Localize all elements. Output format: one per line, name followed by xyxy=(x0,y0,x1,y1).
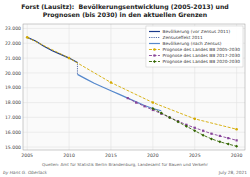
y-tick-label: 15.000 xyxy=(5,145,21,150)
point xyxy=(194,127,196,129)
grid-line xyxy=(23,132,245,133)
legend-handle xyxy=(149,37,160,38)
x-tick-label: 2005 xyxy=(21,153,33,158)
legend-box xyxy=(146,26,243,67)
grid-line xyxy=(110,24,111,150)
plot-frame xyxy=(23,24,245,150)
point xyxy=(185,125,188,128)
x-tick-label: 2025 xyxy=(189,153,201,158)
legend-marker xyxy=(153,60,156,63)
y-tick-label: 23.000 xyxy=(5,26,21,31)
y-tick-label: 16.000 xyxy=(5,130,21,135)
legend-label: Bevölkerung (nach Zensus) xyxy=(162,41,221,46)
plot-area xyxy=(23,24,245,150)
y-tick-label: 18.000 xyxy=(5,100,21,105)
grid-line xyxy=(23,147,245,148)
x-tick-label: 2010 xyxy=(63,153,75,158)
legend-label: Prognose des Landes BB 2020-2030 xyxy=(162,59,240,64)
point xyxy=(202,134,205,137)
title: Prognosen (bis 2030) in den aktuellen Gr… xyxy=(43,11,207,19)
grid-line xyxy=(69,24,70,150)
legend-label: Zensuseffekt 2011 xyxy=(162,35,202,40)
legend: Bevölkerung (vor Zensus 2011)Zensuseffek… xyxy=(146,26,243,67)
y-tick-label: 20.000 xyxy=(5,71,21,76)
annotation: July 28, 2021 xyxy=(218,170,247,175)
legend-handle xyxy=(149,31,160,32)
point xyxy=(236,139,238,141)
point xyxy=(235,145,238,148)
grid-line xyxy=(23,87,245,88)
point xyxy=(235,128,238,131)
legend-handle xyxy=(149,49,160,50)
x-tick-label: 2015 xyxy=(105,153,117,158)
annotation: Quellen: Amt für Statistik Berlin Brande… xyxy=(42,162,208,167)
y-tick-label: 17.000 xyxy=(5,115,21,120)
x-tick-label: 2030 xyxy=(231,153,243,158)
grid-line xyxy=(23,102,245,103)
grid-line xyxy=(23,72,245,73)
series-line xyxy=(128,98,237,140)
point xyxy=(110,81,113,84)
y-tick-label: 21.000 xyxy=(5,56,21,61)
point xyxy=(219,135,221,137)
point xyxy=(135,101,137,103)
point xyxy=(160,111,163,114)
series-line xyxy=(153,108,237,146)
legend-handle xyxy=(149,55,160,56)
x-tick-label: 2020 xyxy=(147,153,159,158)
grid-line xyxy=(27,24,28,150)
point xyxy=(168,116,171,119)
point xyxy=(68,57,71,60)
legend-marker xyxy=(153,54,155,56)
point xyxy=(152,101,155,104)
legend-label: Prognose des Landes BB 2005-2030 xyxy=(162,47,240,52)
point xyxy=(176,120,179,123)
point xyxy=(202,130,204,132)
point xyxy=(210,137,213,140)
point xyxy=(127,97,129,99)
point xyxy=(151,107,154,110)
series-line xyxy=(77,74,161,110)
legend-label: Bevölkerung (vor Zensus 2011) xyxy=(162,29,230,34)
point xyxy=(210,133,212,135)
y-tick-label: 22.000 xyxy=(5,41,21,46)
point xyxy=(193,129,196,132)
legend-label: Prognose des Landes BB 2017-2030 xyxy=(162,53,240,58)
grid xyxy=(23,24,245,150)
legend-handle xyxy=(149,61,160,62)
legend-handle xyxy=(149,43,160,44)
point xyxy=(227,143,230,146)
y-tick-label: 19.000 xyxy=(5,85,21,90)
chart: Forst (Lausitz): Bevölkerungsentwicklung… xyxy=(0,0,250,177)
point xyxy=(218,140,221,143)
point xyxy=(227,137,229,139)
annotation: by Hans G. Oberlack xyxy=(3,170,48,175)
series-line xyxy=(77,63,78,75)
legend-marker xyxy=(153,48,156,51)
point xyxy=(193,118,196,121)
title: Forst (Lausitz): Bevölkerungsentwicklung… xyxy=(21,3,229,11)
grid-line xyxy=(23,117,245,118)
point xyxy=(26,36,29,39)
point xyxy=(143,105,145,107)
